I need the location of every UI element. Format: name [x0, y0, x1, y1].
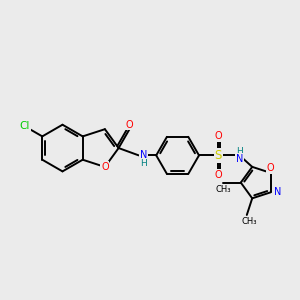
Text: H: H — [236, 147, 243, 156]
Text: H: H — [140, 159, 147, 168]
Text: S: S — [215, 149, 222, 162]
Text: O: O — [267, 163, 274, 173]
Text: O: O — [101, 162, 109, 172]
Text: N: N — [274, 187, 281, 197]
Text: N: N — [236, 154, 244, 164]
Text: N: N — [140, 150, 147, 161]
Text: O: O — [214, 131, 222, 141]
Text: CH₃: CH₃ — [241, 217, 256, 226]
Text: Cl: Cl — [19, 121, 30, 131]
Text: O: O — [125, 120, 133, 130]
Text: O: O — [214, 170, 222, 180]
Text: CH₃: CH₃ — [215, 185, 231, 194]
